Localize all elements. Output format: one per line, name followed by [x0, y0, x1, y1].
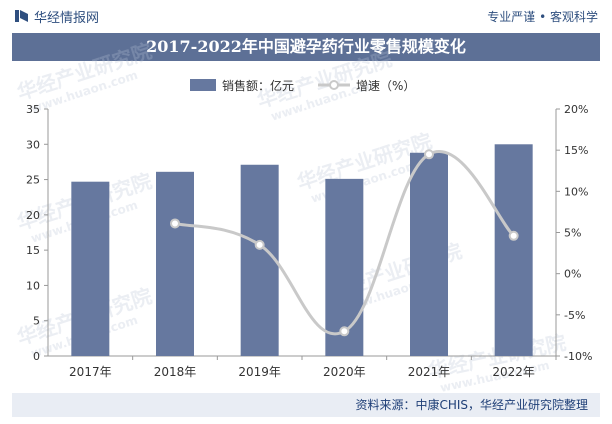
y-right-tick-label: 0%: [564, 268, 581, 281]
y-right-tick-label: 15%: [564, 144, 588, 157]
y-left-tick-label: 5: [33, 315, 40, 328]
growth-point: [339, 326, 350, 337]
legend-bar-swatch: [190, 79, 216, 91]
bar: [494, 144, 533, 356]
y-left-tick-label: 35: [26, 103, 40, 116]
legend-line-marker: [329, 80, 339, 90]
chart-title: 2017-2022年中国避孕药行业零售规模变化: [146, 37, 466, 56]
y-left-tick-label: 25: [26, 174, 40, 187]
brand-name: 华经情报网: [34, 10, 100, 26]
growth-point: [170, 218, 180, 229]
legend-bar-label: 销售额：亿元: [222, 78, 294, 93]
legend-line-label: 增速（%）: [356, 79, 415, 93]
growth-line: [174, 150, 515, 336]
brand: 华经情报网: [14, 8, 100, 26]
x-tick-label: 2018年: [154, 365, 197, 379]
source-band: 资料来源：中康CHIS，华经产业研究院整理: [12, 393, 600, 417]
bar: [71, 181, 110, 356]
x-tick-label: 2019年: [238, 365, 281, 379]
y-right-tick-label: -5%: [564, 309, 585, 322]
slogan: 专业严谨 • 客观科学: [487, 10, 598, 24]
x-tick-label: 2021年: [408, 365, 451, 379]
top-bar: 华经情报网 专业严谨 • 客观科学: [0, 0, 612, 30]
x-tick-label: 2017年: [69, 365, 112, 379]
bar: [156, 171, 194, 356]
growth-point: [424, 149, 434, 160]
y-right-tick-label: -10%: [564, 350, 592, 363]
y-left-tick-label: 10: [26, 279, 40, 292]
source-note: 资料来源：中康CHIS，华经产业研究院整理: [355, 398, 588, 412]
y-right-tick-label: 5%: [564, 227, 581, 240]
y-left-tick-label: 30: [26, 138, 40, 151]
y-right-tick-label: 20%: [564, 103, 588, 116]
bar: [240, 164, 279, 356]
y-left-tick-label: 0: [33, 350, 40, 363]
growth-point: [508, 230, 519, 241]
y-right-tick-label: 10%: [564, 185, 588, 198]
y-left-tick-label: 20: [26, 209, 40, 222]
growth-point: [254, 239, 265, 250]
x-tick-label: 2020年: [323, 365, 366, 379]
bar: [410, 152, 448, 356]
title-band: 2017-2022年中国避孕药行业零售规模变化: [12, 33, 600, 61]
brand-logo-icon: [15, 10, 28, 22]
y-left-tick-label: 15: [26, 244, 40, 257]
x-tick-label: 2022年: [492, 365, 535, 379]
